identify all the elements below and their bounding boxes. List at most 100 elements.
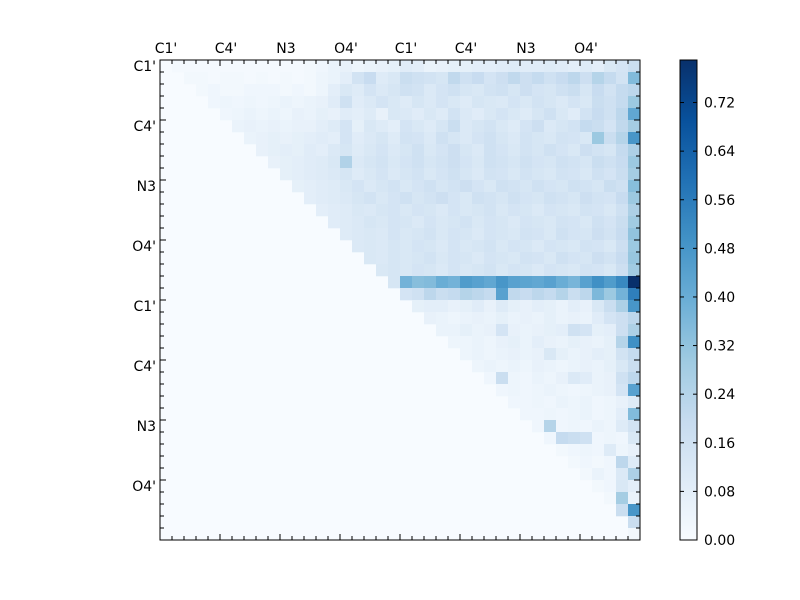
heatmap-cell: [280, 72, 293, 85]
heatmap-cell: [496, 108, 509, 121]
heatmap-cell: [472, 324, 485, 337]
heatmap-cell: [532, 216, 545, 229]
heatmap-cell: [592, 360, 605, 373]
heatmap-cell: [376, 252, 389, 265]
heatmap-cell: [268, 132, 281, 145]
heatmap-cell: [484, 180, 497, 193]
heatmap-cell: [364, 72, 377, 85]
heatmap-cell: [376, 240, 389, 253]
heatmap-cell: [508, 396, 521, 409]
heatmap-cell: [628, 288, 641, 301]
heatmap-cell: [532, 60, 545, 73]
heatmap-cell: [532, 228, 545, 241]
heatmap-cell: [472, 84, 485, 97]
heatmap-cell: [484, 312, 497, 325]
heatmap-cell: [448, 168, 461, 181]
heatmap-cell: [472, 180, 485, 193]
heatmap-cell: [412, 288, 425, 301]
heatmap-cell: [544, 264, 557, 277]
heatmap-cell: [424, 312, 437, 325]
heatmap-cell: [400, 252, 413, 265]
heatmap-cell: [472, 228, 485, 241]
colorbar: [679, 59, 698, 541]
heatmap-cell: [556, 84, 569, 97]
heatmap-cell: [460, 240, 473, 253]
heatmap-cell: [328, 132, 341, 145]
heatmap-cell: [616, 288, 629, 301]
heatmap-cell: [592, 96, 605, 109]
heatmap-cell: [520, 324, 533, 337]
heatmap-cell: [532, 252, 545, 265]
heatmap-cell: [544, 300, 557, 313]
heatmap-cell: [556, 300, 569, 313]
heatmap-cell: [580, 252, 593, 265]
heatmap-cell: [628, 360, 641, 373]
heatmap-cell: [580, 444, 593, 457]
heatmap-cell: [292, 156, 305, 169]
heatmap-cell: [460, 312, 473, 325]
heatmap-cell: [400, 264, 413, 277]
heatmap-cell: [472, 264, 485, 277]
heatmap-cell: [328, 216, 341, 229]
heatmap-cell: [616, 240, 629, 253]
heatmap-cell: [616, 204, 629, 217]
heatmap-cell: [520, 336, 533, 349]
heatmap-cell: [472, 108, 485, 121]
heatmap-cell: [400, 120, 413, 133]
heatmap-cell: [400, 204, 413, 217]
colorbar-tick-label: 0.24: [704, 387, 735, 403]
heatmap-cell: [616, 312, 629, 325]
heatmap-cell: [472, 60, 485, 73]
heatmap-cell: [412, 264, 425, 277]
heatmap-cell: [388, 60, 401, 73]
heatmap-cell: [544, 72, 557, 85]
heatmap-cell: [244, 96, 257, 109]
heatmap-cell: [580, 264, 593, 277]
heatmap-cell: [292, 120, 305, 133]
heatmap-cell: [496, 336, 509, 349]
heatmap-cell: [292, 168, 305, 181]
heatmap-cell: [592, 156, 605, 169]
heatmap-cell: [592, 444, 605, 457]
heatmap-cell: [340, 144, 353, 157]
y-tick-label: C1': [133, 299, 156, 315]
heatmap-cell: [532, 396, 545, 409]
heatmap-cell: [352, 180, 365, 193]
heatmap-cell: [496, 96, 509, 109]
heatmap-cell: [508, 252, 521, 265]
heatmap-cell: [604, 384, 617, 397]
heatmap-cell: [400, 96, 413, 109]
heatmap-cell: [496, 252, 509, 265]
heatmap-cell: [628, 324, 641, 337]
heatmap-cell: [520, 60, 533, 73]
heatmap-cell: [268, 120, 281, 133]
heatmap-cell: [568, 216, 581, 229]
x-tick-label: O4': [334, 41, 358, 57]
heatmap-cell: [544, 432, 557, 445]
heatmap-cell: [556, 204, 569, 217]
heatmap-cell: [364, 180, 377, 193]
heatmap-cell: [328, 156, 341, 169]
heatmap-cell: [592, 252, 605, 265]
heatmap-cell: [316, 72, 329, 85]
heatmap-cell: [580, 336, 593, 349]
heatmap-cell: [544, 60, 557, 73]
heatmap-cell: [256, 72, 269, 85]
heatmap-cell: [628, 240, 641, 253]
colorbar-tick-label: 0.64: [704, 144, 735, 160]
heatmap-cell: [532, 300, 545, 313]
heatmap-cell: [436, 204, 449, 217]
heatmap-cell: [424, 276, 437, 289]
heatmap-cell: [508, 132, 521, 145]
heatmap-cell: [508, 216, 521, 229]
heatmap-cell: [292, 72, 305, 85]
heatmap-cell: [292, 180, 305, 193]
heatmap-cell: [592, 168, 605, 181]
heatmap-cell: [508, 168, 521, 181]
heatmap-cell: [388, 192, 401, 205]
heatmap-cell: [364, 204, 377, 217]
heatmap-cell: [316, 120, 329, 133]
heatmap-cell: [604, 144, 617, 157]
heatmap-cell: [580, 288, 593, 301]
heatmap-cell: [316, 132, 329, 145]
